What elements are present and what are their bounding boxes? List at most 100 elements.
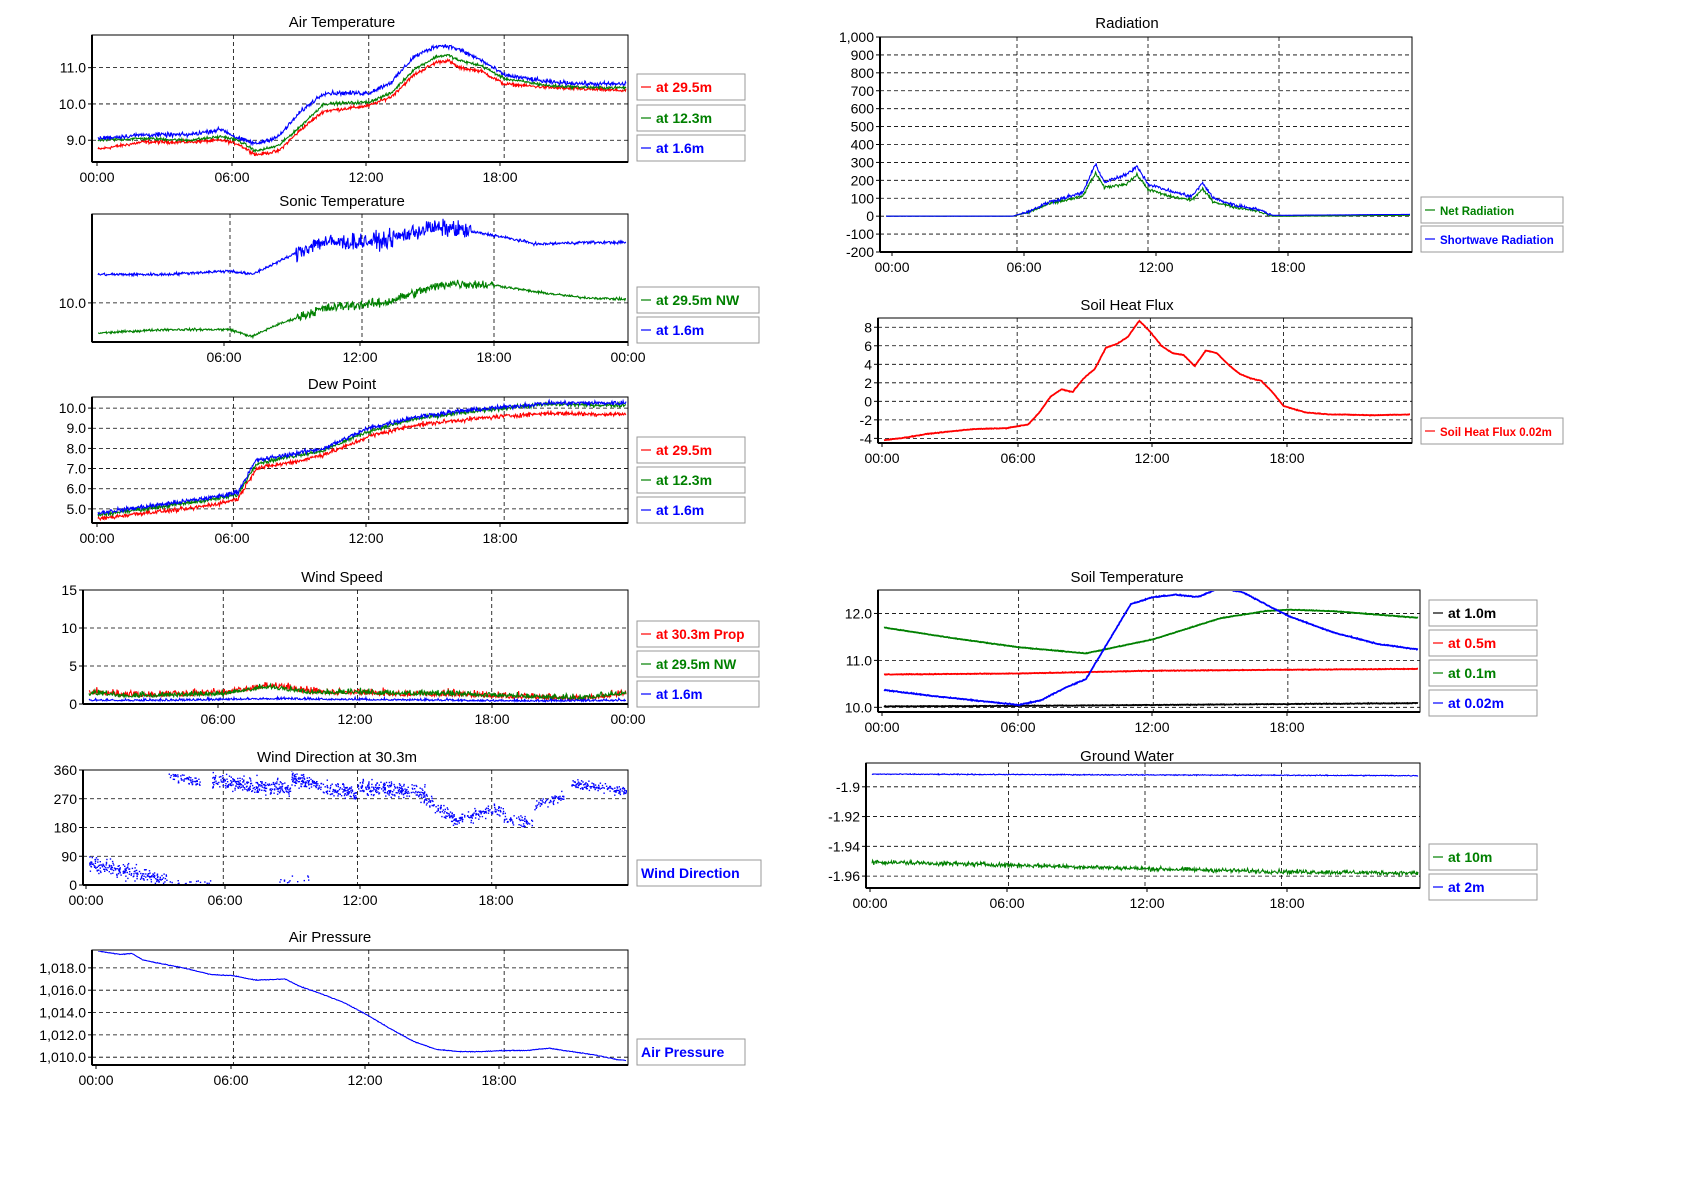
scatter-point <box>281 783 283 785</box>
scatter-point <box>579 782 581 784</box>
scatter-point <box>610 787 612 789</box>
scatter-point <box>125 869 127 871</box>
scatter-point <box>316 784 318 787</box>
series-line-at-12-3m <box>97 401 627 518</box>
scatter-point <box>224 779 226 782</box>
scatter-point <box>286 786 288 788</box>
scatter-point <box>579 788 582 790</box>
scatter-point <box>400 787 402 789</box>
scatter-point <box>424 796 426 798</box>
scatter-point <box>400 790 403 792</box>
scatter-point <box>455 820 457 822</box>
scatter-point <box>373 788 375 790</box>
scatter-point <box>382 783 385 785</box>
scatter-point <box>248 789 250 792</box>
legend-label: at 0.02m <box>1448 695 1504 711</box>
x-tick-label: 00:00 <box>610 711 645 727</box>
scatter-point <box>91 861 93 863</box>
x-tick-label: 00:00 <box>79 530 114 546</box>
scatter-point <box>292 772 294 774</box>
x-tick-label: 18:00 <box>474 711 509 727</box>
scatter-point <box>258 784 260 786</box>
series-line-at-12-3m <box>97 53 627 154</box>
scatter-point <box>478 818 480 820</box>
scatter-point <box>296 780 298 782</box>
scatter-point <box>609 785 611 788</box>
scatter-point <box>425 798 427 800</box>
scatter-point <box>470 815 472 817</box>
scatter-point <box>449 816 451 819</box>
scatter-point <box>212 782 214 784</box>
scatter-point <box>588 780 590 782</box>
legend-label: at 29.5m <box>656 442 712 458</box>
scatter-point <box>374 786 377 789</box>
x-tick-label: 00:00 <box>874 259 909 275</box>
scatter-point <box>295 778 297 781</box>
scatter-point <box>173 778 176 781</box>
scatter-point <box>344 797 346 799</box>
scatter-point <box>293 776 296 778</box>
scatter-point <box>235 781 238 783</box>
scatter-point <box>454 819 456 821</box>
scatter-point <box>437 807 439 810</box>
scatter-point <box>243 787 246 789</box>
scatter-point <box>332 790 334 793</box>
scatter-point <box>552 803 555 806</box>
legend-item: at 29.5m <box>636 73 746 101</box>
scatter-point <box>370 793 373 796</box>
scatter-point <box>436 810 438 813</box>
y-tick-label: 9.0 <box>67 420 87 436</box>
legend-box <box>636 466 746 494</box>
scatter-point <box>220 781 223 783</box>
scatter-point <box>442 809 444 811</box>
x-tick-label: 06:00 <box>206 349 241 365</box>
scatter-point <box>561 798 563 800</box>
scatter-point <box>226 781 229 783</box>
scatter-point <box>303 777 305 780</box>
x-tick-label: 00:00 <box>68 892 103 908</box>
scatter-point <box>439 808 442 810</box>
scatter-point <box>594 787 596 789</box>
y-tick-label: 10.0 <box>59 96 86 112</box>
scatter-point <box>371 786 373 788</box>
scatter-point <box>609 790 611 792</box>
scatter-point <box>224 785 227 787</box>
scatter-point <box>143 879 145 881</box>
scatter-point <box>453 815 455 817</box>
scatter-point <box>422 789 424 792</box>
scatter-point <box>232 780 234 782</box>
scatter-point <box>106 858 108 861</box>
x-tick-label: 06:00 <box>1000 719 1035 735</box>
scatter-point <box>589 785 591 788</box>
scatter-point <box>443 804 445 807</box>
scatter-point <box>265 790 267 792</box>
scatter-point <box>353 794 355 796</box>
scatter-point <box>214 776 216 779</box>
scatter-point <box>426 795 428 797</box>
scatter-point <box>156 879 158 881</box>
scatter-point <box>351 789 354 791</box>
scatter-point <box>114 869 117 871</box>
scatter-point <box>149 876 152 878</box>
scatter-point <box>502 812 504 814</box>
scatter-point <box>337 793 340 795</box>
scatter-point <box>222 784 224 787</box>
scatter-point <box>560 799 562 801</box>
plot-area <box>91 949 629 1066</box>
scatter-point <box>446 815 448 817</box>
scatter-point <box>482 810 484 812</box>
scatter-point <box>254 788 256 791</box>
scatter-point <box>458 820 460 822</box>
scatter-point <box>375 790 377 793</box>
scatter-point <box>351 790 354 792</box>
scatter-point <box>225 787 227 789</box>
scatter-point <box>273 789 276 791</box>
scatter-point <box>545 800 547 803</box>
x-tick-label: 00:00 <box>864 719 899 735</box>
scatter-point <box>424 786 426 788</box>
scatter-point <box>407 790 409 793</box>
scatter-point <box>270 791 272 794</box>
y-tick-label: 1,014.0 <box>39 1005 86 1021</box>
scatter-point <box>401 788 404 790</box>
